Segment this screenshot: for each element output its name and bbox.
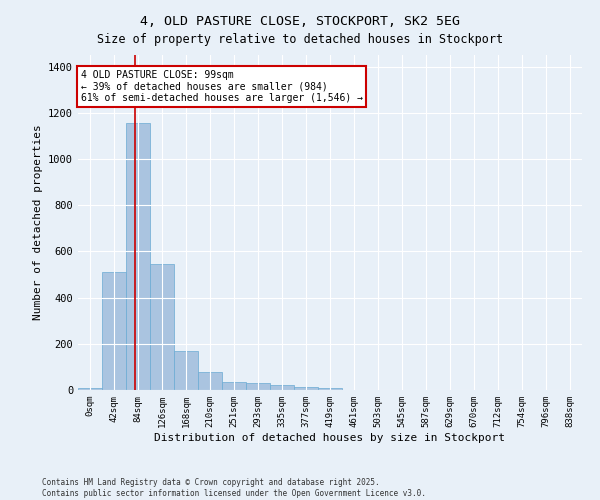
Bar xyxy=(270,386,294,390)
Bar xyxy=(294,386,318,390)
X-axis label: Distribution of detached houses by size in Stockport: Distribution of detached houses by size … xyxy=(155,432,505,442)
Bar xyxy=(198,372,222,390)
Y-axis label: Number of detached properties: Number of detached properties xyxy=(32,124,43,320)
Bar xyxy=(126,123,150,390)
Bar xyxy=(318,388,342,390)
Bar xyxy=(246,383,270,390)
Bar xyxy=(102,272,126,390)
Bar xyxy=(222,382,246,390)
Bar xyxy=(174,350,198,390)
Text: Contains HM Land Registry data © Crown copyright and database right 2025.
Contai: Contains HM Land Registry data © Crown c… xyxy=(42,478,426,498)
Text: Size of property relative to detached houses in Stockport: Size of property relative to detached ho… xyxy=(97,32,503,46)
Bar xyxy=(150,264,174,390)
Bar xyxy=(78,388,102,390)
Text: 4 OLD PASTURE CLOSE: 99sqm
← 39% of detached houses are smaller (984)
61% of sem: 4 OLD PASTURE CLOSE: 99sqm ← 39% of deta… xyxy=(80,70,362,103)
Text: 4, OLD PASTURE CLOSE, STOCKPORT, SK2 5EG: 4, OLD PASTURE CLOSE, STOCKPORT, SK2 5EG xyxy=(140,15,460,28)
